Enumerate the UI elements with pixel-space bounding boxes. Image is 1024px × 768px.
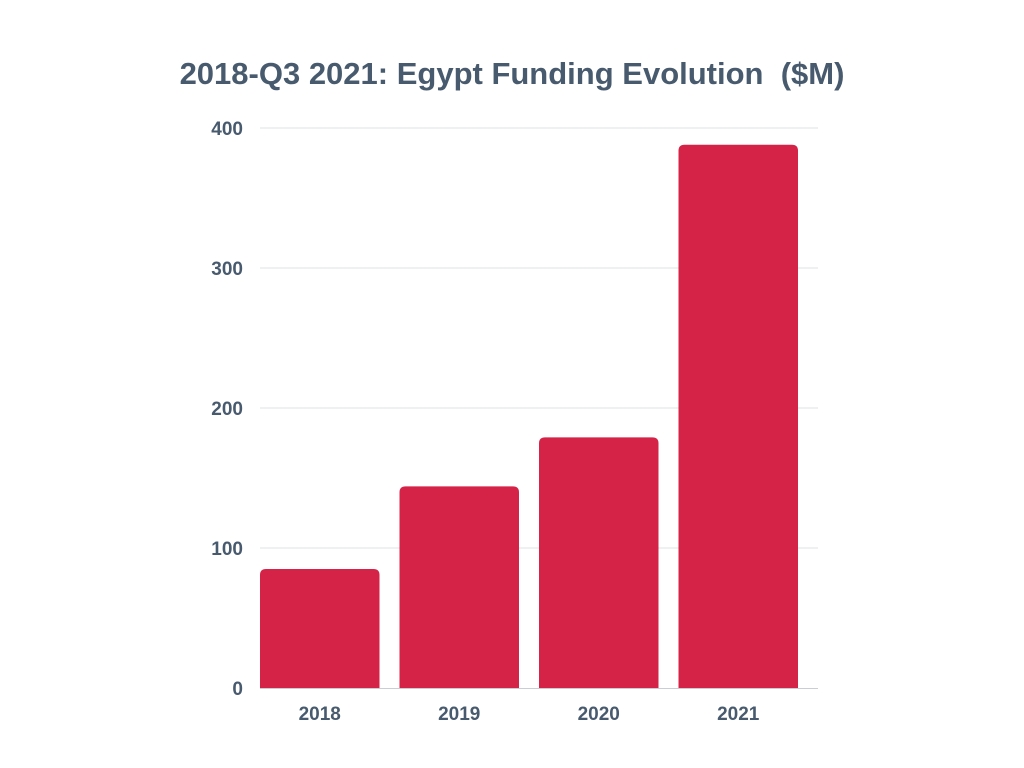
x-tick-label: 2018 — [299, 704, 341, 725]
bar-2020 — [539, 437, 659, 688]
y-tick-label: 200 — [211, 399, 243, 420]
x-axis-tick-labels: 2018 2019 2020 2021 — [299, 704, 760, 725]
y-tick-label: 100 — [211, 539, 243, 560]
x-tick-label: 2020 — [578, 704, 620, 725]
bar-2018 — [260, 569, 380, 688]
chart-title: 2018-Q3 2021: Egypt Funding Evolution ($… — [179, 56, 845, 91]
y-tick-label: 0 — [232, 679, 243, 700]
bar-2021 — [678, 144, 798, 689]
y-axis-tick-labels: 0 100 200 300 400 — [211, 119, 243, 700]
y-tick-label: 300 — [211, 259, 243, 280]
y-tick-label: 400 — [211, 119, 243, 140]
x-tick-label: 2019 — [438, 704, 480, 725]
bar-2019 — [399, 486, 519, 688]
x-tick-label: 2021 — [717, 704, 760, 725]
bars — [260, 144, 798, 689]
